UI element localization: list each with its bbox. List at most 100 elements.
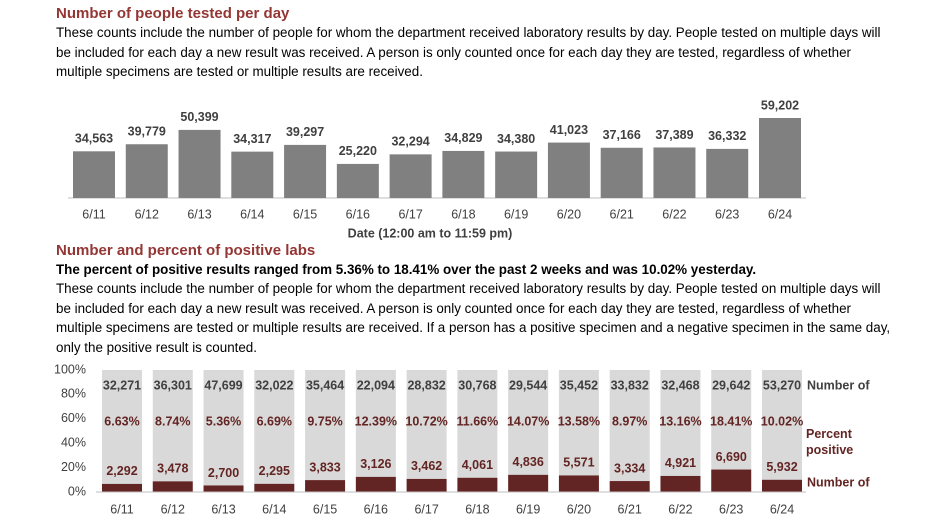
data-label: 8.74% xyxy=(155,414,190,428)
data-label: 5,932 xyxy=(766,460,797,474)
x-tick-label: 6/14 xyxy=(240,207,264,221)
data-label: 10.72% xyxy=(405,414,447,428)
bar xyxy=(442,150,485,198)
x-tick-label: 6/20 xyxy=(567,502,591,516)
x-tick-label: 6/17 xyxy=(414,502,438,516)
bar xyxy=(178,129,221,198)
data-label: 30,768 xyxy=(458,378,496,392)
data-label: 32,022 xyxy=(255,378,293,392)
data-label: 2,292 xyxy=(106,464,137,478)
bar-segment xyxy=(102,483,142,492)
data-label: 13.58% xyxy=(558,414,600,428)
legend-entry: Percent positive xyxy=(806,427,853,457)
data-label: 41,023 xyxy=(550,123,588,137)
y-tick-label: 80% xyxy=(61,387,86,401)
bar-segment xyxy=(558,370,599,476)
data-label: 59,202 xyxy=(761,98,799,112)
x-tick-label: 6/18 xyxy=(465,502,489,516)
data-label: 25,220 xyxy=(339,144,377,158)
data-label: 3,833 xyxy=(309,460,340,474)
data-label: 5.36% xyxy=(206,414,241,428)
data-label: 9.75% xyxy=(307,414,342,428)
bar-segment xyxy=(355,476,396,492)
bar xyxy=(547,142,590,198)
x-tick-label: 6/24 xyxy=(770,502,794,516)
data-label: 3,126 xyxy=(360,457,391,471)
bar-segment xyxy=(152,481,193,492)
data-label: 34,380 xyxy=(497,132,535,146)
bar-segment xyxy=(609,370,650,482)
y-tick-label: 20% xyxy=(61,460,86,474)
x-tick-label: 6/13 xyxy=(187,207,211,221)
data-label: 4,921 xyxy=(665,456,696,470)
data-label: 39,779 xyxy=(128,125,166,139)
x-tick-label: 6/23 xyxy=(719,502,743,516)
bar-segment xyxy=(457,477,498,492)
data-label: 36,301 xyxy=(154,378,192,392)
x-tick-label: 6/19 xyxy=(504,207,528,221)
y-tick-label: 60% xyxy=(61,411,86,425)
data-label: 2,700 xyxy=(208,466,239,480)
x-tick-label: 6/11 xyxy=(110,502,133,516)
x-tick-label: 6/21 xyxy=(610,207,634,221)
bar xyxy=(125,144,168,198)
bar-segment xyxy=(305,480,346,492)
bar-segment xyxy=(406,370,447,479)
bar xyxy=(336,163,379,198)
chart-description: These counts include the number of peopl… xyxy=(56,281,891,355)
data-label: 12.39% xyxy=(355,414,397,428)
x-tick-label: 6/12 xyxy=(161,502,185,516)
data-label: 47,699 xyxy=(204,378,242,392)
bar-segment xyxy=(203,485,244,492)
data-label: 4,836 xyxy=(513,455,544,469)
x-tick-label: 6/19 xyxy=(516,502,540,516)
chart-title: Number and percent of positive labs xyxy=(56,242,316,259)
bar-segment xyxy=(508,370,549,475)
bar-segment xyxy=(355,370,396,477)
bar-segment xyxy=(508,474,549,492)
data-label: 10.02% xyxy=(761,414,803,428)
bar-segment xyxy=(711,469,752,492)
x-tick-label: 6/24 xyxy=(768,207,792,221)
data-label: 18.41% xyxy=(710,414,752,428)
bar xyxy=(495,151,538,198)
x-tick-label: 6/11 xyxy=(82,207,105,221)
bar-segment xyxy=(609,481,650,492)
data-label: 22,094 xyxy=(357,378,395,392)
x-tick-label: 6/22 xyxy=(662,207,686,221)
data-label: 29,544 xyxy=(509,378,547,392)
bar-segment xyxy=(762,370,802,480)
x-tick-label: 6/16 xyxy=(364,502,388,516)
bar xyxy=(653,147,696,198)
bar-segment xyxy=(660,475,701,492)
data-label: 35,452 xyxy=(560,378,598,392)
bar-segment xyxy=(762,479,802,492)
bar-segment xyxy=(254,370,295,484)
y-tick-label: 0% xyxy=(68,484,86,498)
chart-description: These counts include the number of peopl… xyxy=(56,25,881,79)
data-label: 32,271 xyxy=(103,378,141,392)
data-label: 3,462 xyxy=(411,459,442,473)
bar xyxy=(706,148,749,198)
x-tick-label: 6/18 xyxy=(451,207,475,221)
data-label: 3,478 xyxy=(157,462,188,476)
data-label: 32,468 xyxy=(661,378,699,392)
x-tick-label: 6/14 xyxy=(262,502,286,516)
data-label: 6.69% xyxy=(257,414,292,428)
legend-entry: Number of xyxy=(807,378,870,392)
data-label: 34,317 xyxy=(233,132,271,146)
data-label: 13.16% xyxy=(659,414,701,428)
data-label: 39,297 xyxy=(286,125,324,139)
x-tick-label: 6/12 xyxy=(135,207,159,221)
x-tick-label: 6/17 xyxy=(398,207,422,221)
x-axis-label: Date (12:00 am to 11:59 pm) xyxy=(348,226,513,240)
data-label: 33,832 xyxy=(611,378,649,392)
data-label: 37,389 xyxy=(655,128,693,142)
bar xyxy=(73,151,115,198)
data-label: 36,332 xyxy=(708,129,746,143)
bar-segment xyxy=(152,370,193,482)
y-tick-label: 100% xyxy=(54,362,86,376)
x-tick-label: 6/21 xyxy=(618,502,642,516)
